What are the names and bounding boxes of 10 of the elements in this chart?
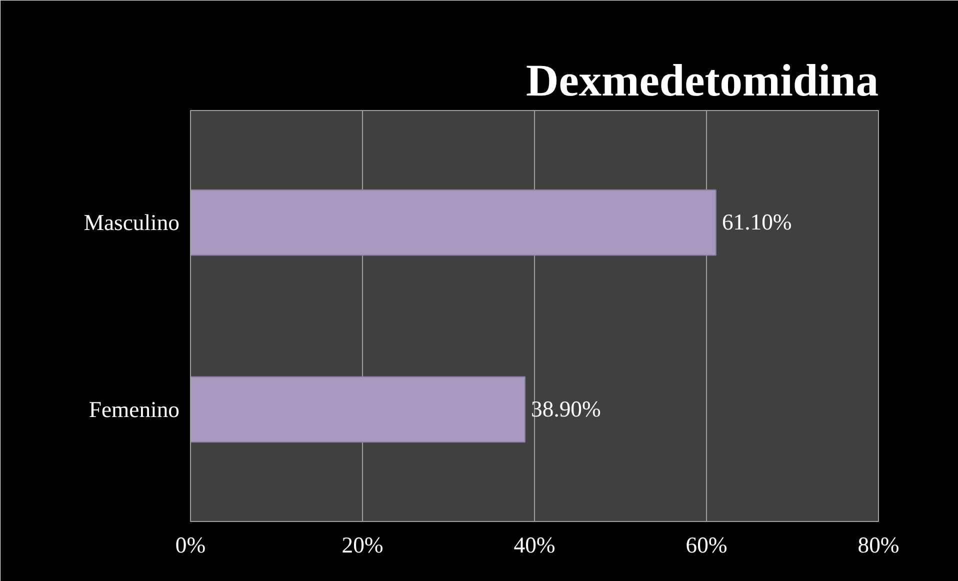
- x-tick-label: 0%: [175, 532, 206, 558]
- x-tick-label: 20%: [342, 532, 384, 558]
- x-tick-label: 60%: [686, 532, 728, 558]
- data-label: 38.90%: [531, 396, 602, 422]
- y-tick-label: Femenino: [88, 396, 180, 422]
- x-tick-label: 40%: [514, 532, 556, 558]
- y-tick-label: Masculino: [84, 210, 180, 236]
- x-tick-label: 80%: [858, 532, 900, 558]
- data-label: 61.10%: [722, 210, 792, 235]
- chart-title: Dexmedetomidina: [526, 56, 879, 106]
